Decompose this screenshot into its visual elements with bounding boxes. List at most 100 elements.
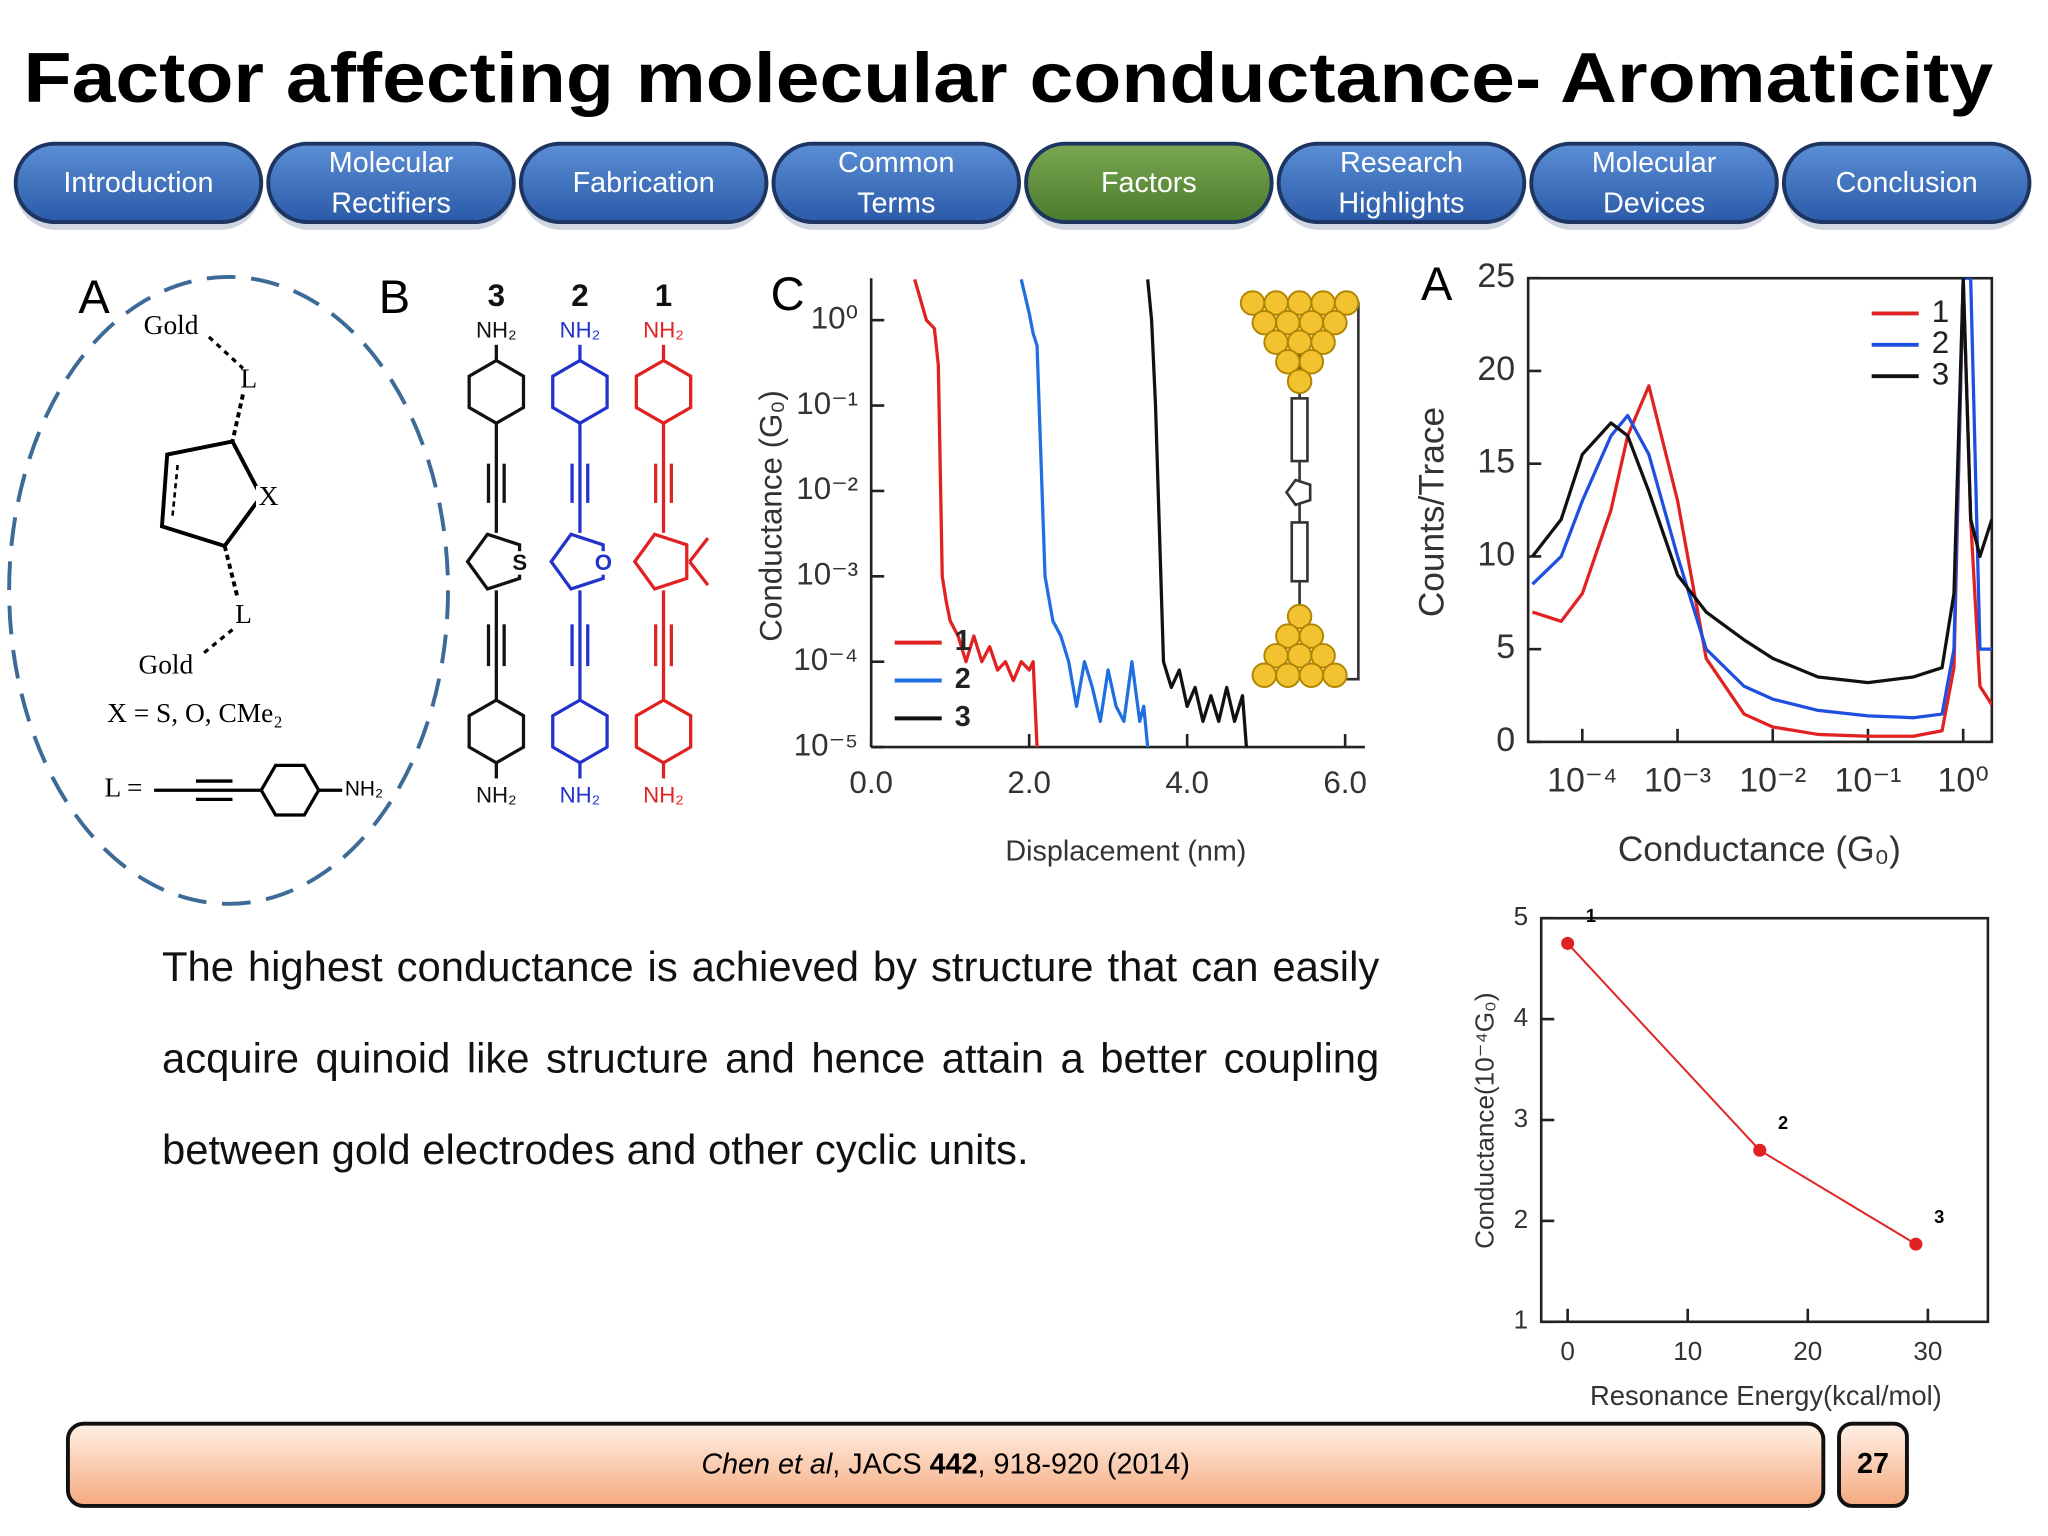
legend-label: 3 [955, 701, 971, 733]
mask [256, 485, 280, 512]
y-tick-label: 10⁻³ [796, 557, 858, 592]
y-tick-label: 3 [1514, 1103, 1529, 1133]
body-box: The highest conductance is achieved by s… [161, 943, 1380, 1173]
nav-pill [1024, 141, 1274, 224]
panel-letter: A [78, 270, 110, 323]
body-text: The highest conductance is achieved by s… [161, 943, 1380, 1173]
chart: 0 10 20 30 1 2 3 4 5 1 2 3 Resonance Energy(kcal/mol… [1469, 901, 1990, 1411]
slide-title: Factor affecting molecular conductance- … [24, 38, 1994, 117]
x-tick-label: 0.0 [849, 765, 893, 800]
nav-button[interactable]: Molecular Rectifiers [266, 141, 516, 224]
bond [207, 335, 245, 370]
nav-label: Highlights [1338, 188, 1464, 220]
panel-letter: B [379, 270, 410, 323]
bond [230, 394, 245, 442]
gold-atom [1322, 309, 1348, 336]
mask [592, 551, 614, 575]
molecule [632, 344, 710, 779]
amine-label: NH₂ [560, 318, 601, 343]
nav-bar: Introduction Molecular Rectifiers Fabricati… [13, 141, 2032, 230]
gold-atom [1298, 623, 1325, 649]
point [1561, 936, 1575, 950]
y-tick-label: 1 [1514, 1305, 1529, 1335]
nav-label: Molecular [329, 147, 454, 179]
legend-label: 2 [955, 663, 971, 695]
ring [551, 698, 609, 765]
methyl [688, 537, 710, 563]
nav-button[interactable]: Fabrication [518, 141, 769, 224]
plot-frame [1526, 276, 1994, 744]
series-line [1019, 279, 1150, 748]
gold-atom [1333, 290, 1360, 316]
unit [1290, 521, 1309, 583]
gold-atom [1310, 642, 1336, 669]
y-tick-label: 25 [1477, 257, 1515, 295]
x-tick-label: 10⁰ [1937, 762, 1988, 800]
footer-box [65, 1421, 1826, 1508]
page-number-box [1837, 1421, 1909, 1508]
triple-bond [154, 779, 262, 801]
methyl [688, 560, 710, 587]
molecule [549, 344, 609, 779]
unit-ring [1284, 478, 1312, 507]
series-line [1566, 942, 1917, 1245]
y-tick-label: 5 [1514, 901, 1529, 931]
x-tick-label: 6.0 [1323, 765, 1367, 800]
molecule-number: 3 [488, 278, 505, 313]
y-axis-label: Counts/Trace [1412, 407, 1451, 617]
x-tick-label: 0 [1560, 1336, 1575, 1366]
series-line [1531, 278, 1992, 738]
ring [551, 358, 609, 426]
nav-pill [13, 141, 264, 224]
nav-label: Research [1340, 147, 1463, 179]
series-line [1531, 278, 1992, 720]
x-axis-label: Displacement (nm) [1005, 835, 1246, 867]
chart: 0.0 2.0 4.0 6.0 10⁰ 10⁻¹ 10⁻² 10⁻³ 10⁻⁴ 10⁻⁵ 1 2 3 C D… [754, 267, 1367, 867]
nav-button[interactable]: Research Highlights [1276, 141, 1527, 224]
citation: Chen et al, JACS 442, 918-920 (2014) [701, 1448, 1190, 1480]
y-tick-label: 10⁻⁴ [793, 642, 858, 677]
x-tick-label: 20 [1793, 1336, 1822, 1366]
nav-button[interactable]: Common Terms [771, 141, 1021, 224]
nav-label: Devices [1603, 188, 1705, 220]
legend-label: 2 [1932, 325, 1949, 360]
molecule-number: 1 [655, 278, 672, 313]
citation-pages: , 918-920 (2014) [978, 1448, 1190, 1480]
molecule [465, 344, 526, 779]
ring [467, 698, 526, 765]
panel-b: B 3 NH₂ NH₂ S 2 NH₂ NH₂ O 1 NH₂ NH₂ [379, 270, 710, 808]
label: Gold [144, 310, 199, 340]
x-tick-label: 10⁻⁴ [1547, 762, 1617, 800]
citation-authors: Chen et al [701, 1448, 834, 1480]
ring [159, 439, 264, 549]
series-line [913, 278, 1039, 748]
citation-journal: , JACS [832, 1448, 929, 1480]
amine-label: NH₂ [476, 318, 517, 343]
nav-label: Conclusion [1836, 167, 1978, 199]
gold-atom [1286, 603, 1313, 630]
y-tick-label: 10⁻¹ [796, 386, 858, 421]
nav-pill [266, 141, 516, 224]
unit [1290, 397, 1309, 463]
y-axis-label: Conductance (G₀) [754, 390, 789, 642]
chart: 10⁻⁴ 10⁻³ 10⁻² 10⁻¹ 10⁰ 0 5 10 15 20 25 123 A Conduct… [1412, 257, 1994, 869]
label: X = S, O, CMe₂ [107, 698, 283, 728]
gold-atom [1310, 329, 1336, 355]
nav-pill [1276, 141, 1527, 224]
label: X [259, 481, 279, 511]
nav-button[interactable]: Factors [1024, 141, 1274, 224]
ring [634, 698, 693, 765]
label: Gold [138, 650, 193, 680]
plot-frame [1539, 916, 1990, 1324]
nav-pill [1529, 141, 1779, 224]
x-tick-label: 10⁻² [1739, 762, 1806, 800]
nav-button[interactable]: Conclusion [1781, 141, 2032, 224]
ring [467, 358, 526, 426]
heteroatom: O [595, 550, 612, 575]
gold-atom [1275, 662, 1301, 688]
nav-button[interactable]: Introduction [13, 141, 264, 224]
nav-button[interactable]: Molecular Devices [1529, 141, 1779, 224]
amine-label: NH₂ [560, 783, 601, 808]
